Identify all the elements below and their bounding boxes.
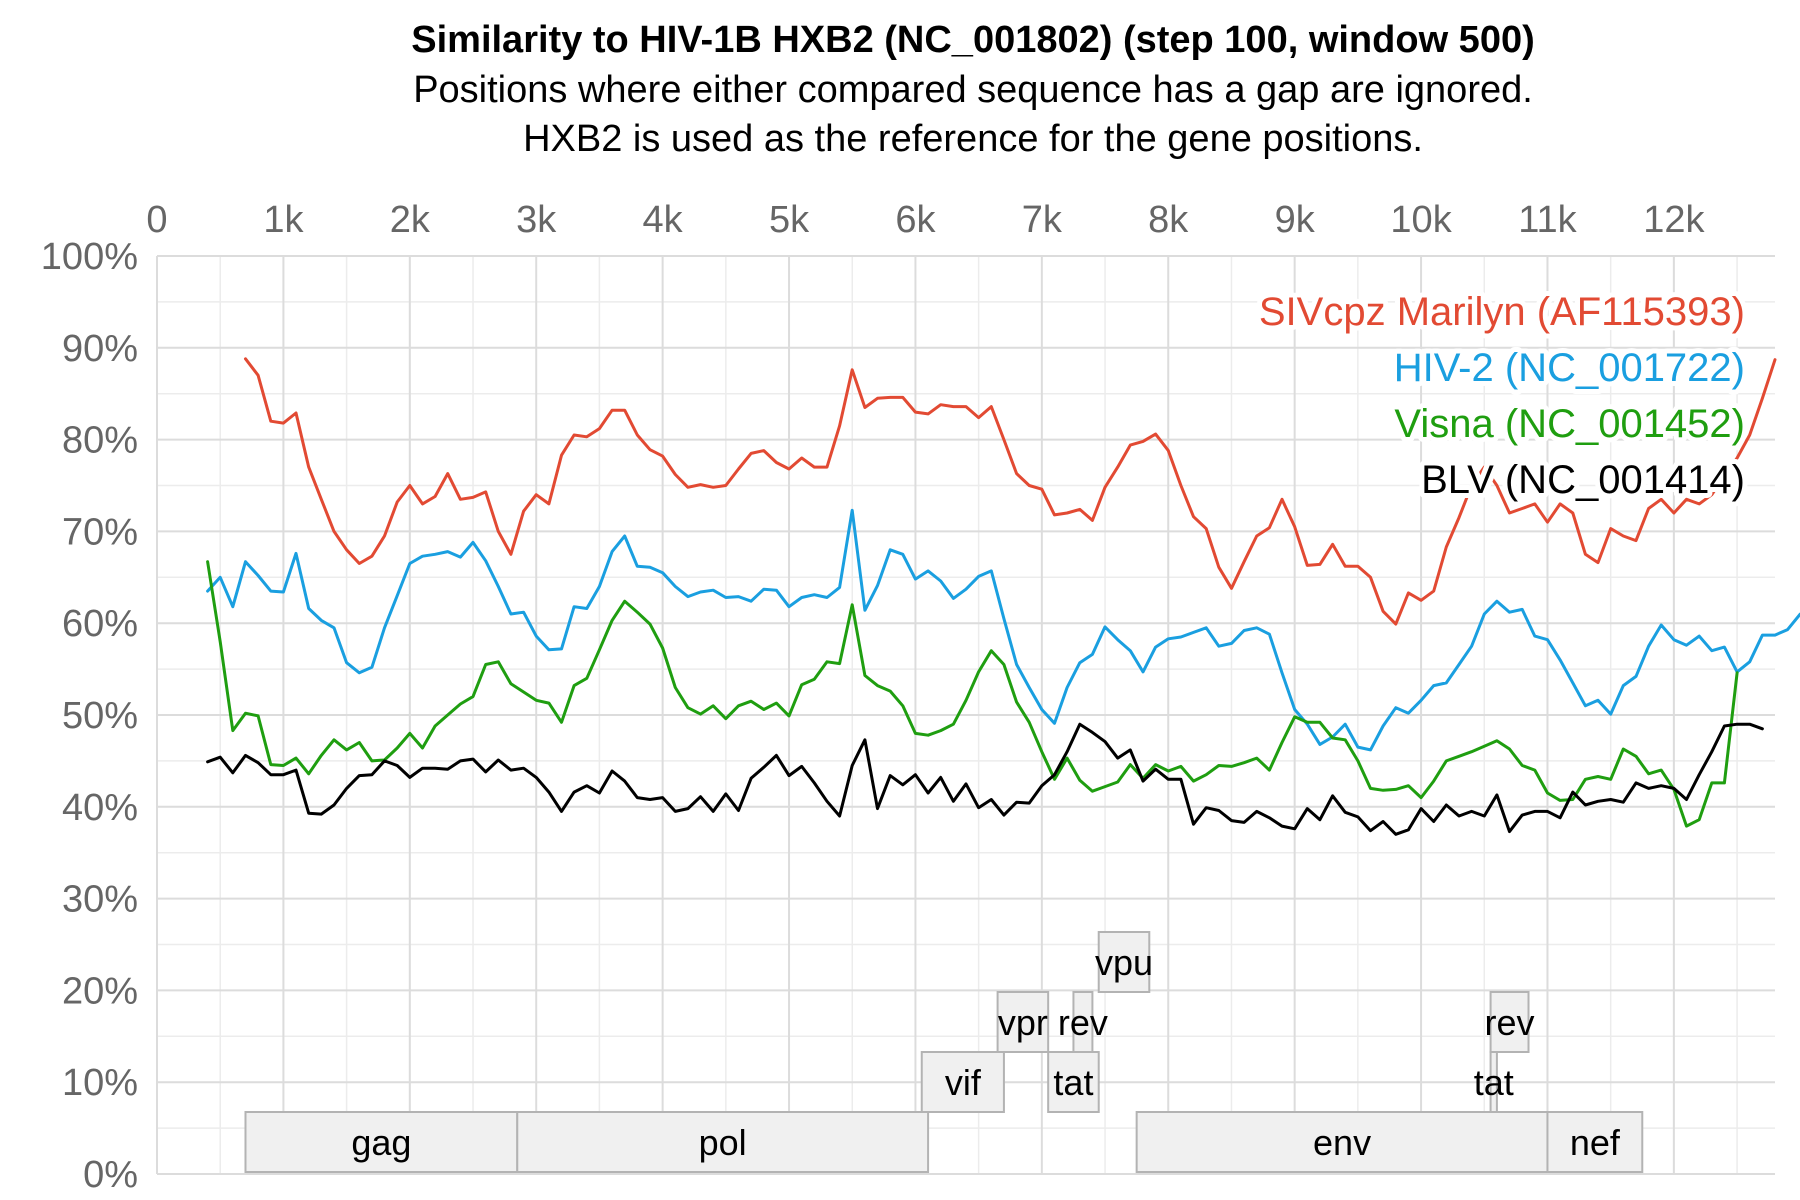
x-tick-label: 6k [895, 199, 936, 241]
legend-entry-blv-nc-001414: BLV (NC_001414) [1421, 458, 1745, 502]
x-axis-tick-labels: 0 1k 2k 3k 4k 5k 6k 7k 8k 9k 10k 11k 12k [146, 199, 1705, 241]
x-tick-label: 11k [1518, 199, 1577, 241]
y-tick-label: 10% [62, 1062, 138, 1104]
x-tick-label: 7k [1022, 199, 1063, 241]
legend-entry-sivcpz-marilyn-af115393: SIVcpz Marilyn (AF115393) [1259, 290, 1745, 334]
series-line-hiv-2-nc-001722 [206, 508, 1800, 752]
y-axis-tick-labels: 0% 10% 20% 30% 40% 50% 60% 70% 80% 90% 100% [41, 236, 138, 1196]
gene-box-vif [920, 1051, 1005, 1113]
y-tick-label: 100% [41, 236, 138, 278]
chart-subtitle-line-2: HXB2 is used as the reference for the ge… [523, 118, 1423, 160]
gene-box-vpu [1097, 931, 1151, 993]
x-tick-label: 2k [390, 199, 431, 241]
x-tick-label: 9k [1275, 199, 1316, 241]
y-tick-label: 60% [62, 603, 138, 645]
series-line-visna-nc-001452 [206, 560, 1739, 828]
gene-box-vpr [996, 991, 1050, 1053]
series-lines [206, 357, 1800, 836]
legend-entry-hiv-2-nc-001722: HIV-2 (NC_001722) [1394, 346, 1745, 390]
gene-box-tat [1047, 1051, 1100, 1113]
gene-label-vpu: vpu [1095, 942, 1153, 983]
gene-label-tat: tat [1053, 1062, 1093, 1103]
x-tick-label: 3k [516, 199, 557, 241]
gene-label-nef: nef [1570, 1122, 1621, 1163]
chart-title: Similarity to HIV-1B HXB2 (NC_001802) (s… [411, 19, 1535, 61]
gene-label-pol: pol [699, 1122, 747, 1163]
gene-box-nef [1546, 1111, 1644, 1173]
x-tick-label: 8k [1148, 199, 1189, 241]
gene-label-vpr: vpr [998, 1002, 1048, 1043]
gene-box-gag [244, 1111, 519, 1173]
series-line-blv-nc-001414 [206, 722, 1764, 836]
gene-box-env [1135, 1111, 1549, 1173]
x-tick-label: 1k [263, 199, 304, 241]
x-tick-label: 0 [146, 199, 167, 241]
gene-label-rev: rev [1485, 1002, 1535, 1043]
gene-label-gag: gag [351, 1122, 411, 1163]
chart-subtitle-line-1: Positions where either compared sequence… [413, 69, 1533, 111]
y-tick-label: 20% [62, 970, 138, 1012]
y-tick-label: 90% [62, 328, 138, 370]
gene-label-vif: vif [945, 1062, 982, 1103]
legend-entry-visna-nc-001452: Visna (NC_001452) [1394, 402, 1745, 446]
y-tick-label: 70% [62, 511, 138, 553]
x-tick-label: 12k [1643, 199, 1705, 241]
series-line-sivcpz-marilyn-af115393 [244, 357, 1777, 626]
gene-label-tat: tat [1474, 1062, 1514, 1103]
y-tick-label: 40% [62, 787, 138, 829]
y-tick-label: 50% [62, 695, 138, 737]
x-tick-label: 5k [769, 199, 810, 241]
gene-label-env: env [1313, 1122, 1371, 1163]
gene-box-pol [516, 1111, 930, 1173]
gene-label-rev: rev [1058, 1002, 1108, 1043]
gene-box-rev [1489, 991, 1530, 1053]
y-tick-label: 30% [62, 879, 138, 921]
y-tick-label: 80% [62, 420, 138, 462]
y-tick-label: 0% [83, 1154, 138, 1196]
x-tick-label: 4k [643, 199, 684, 241]
gene-box-rev [1072, 991, 1094, 1053]
legend: SIVcpz Marilyn (AF115393) HIV-2 (NC_00172… [1254, 285, 1750, 507]
x-tick-label: 10k [1390, 199, 1452, 241]
